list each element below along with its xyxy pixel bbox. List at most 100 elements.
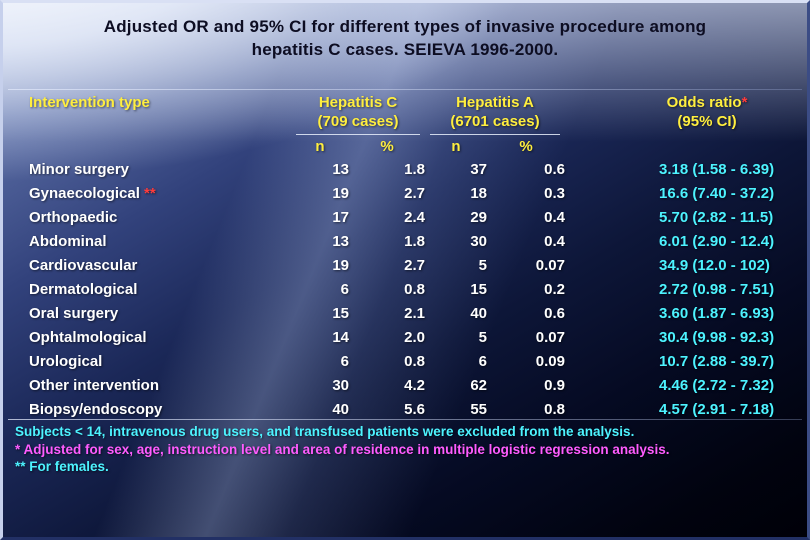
table-header: Intervention type Hepatitis C (709 cases…	[29, 93, 791, 135]
hep-a-pct-value: 0.6	[544, 161, 565, 178]
slide-title: Adjusted OR and 95% CI for different typ…	[3, 15, 807, 61]
footnote-adjustment: * Adjusted for sex, age, instruction lev…	[15, 441, 670, 457]
table-row: Orthopaedic 17 2.4 29 0.4 5.70 (2.82 - 1…	[29, 206, 791, 230]
hepatitis-a-name: Hepatitis A	[456, 94, 534, 111]
hep-a-n-value: 62	[470, 377, 487, 394]
hep-c-n-value: 19	[332, 257, 349, 274]
hep-a-pct-value: 0.8	[544, 401, 565, 418]
odds-ratio-header: Odds ratio* (95% CI)	[565, 93, 791, 135]
hep-a-pct-value: 0.4	[544, 233, 565, 250]
notes-divider	[8, 419, 802, 420]
footnotes: Subjects < 14, intravenous drug users, a…	[15, 423, 799, 476]
hep-a-n-value: 15	[470, 281, 487, 298]
intervention-label: Gynaecological **	[29, 185, 156, 202]
table-body: Minor surgery 13 1.8 37 0.6 3.18 (1.58 -…	[29, 158, 791, 422]
hepatitis-a-header: Hepatitis A (6701 cases)	[430, 93, 560, 135]
odds-ratio-value: 2.72 (0.98 - 7.51)	[659, 281, 775, 298]
hep-a-pct-value: 0.6	[544, 305, 565, 322]
percent-column-header: %	[380, 138, 394, 155]
hep-a-pct-value: 0.3	[544, 185, 565, 202]
hepatitis-a-cases: (6701 cases)	[450, 113, 540, 130]
odds-ratio-value: 4.46 (2.72 - 7.32)	[659, 377, 775, 394]
hep-c-n-value: 13	[332, 233, 349, 250]
odds-ratio-value: 4.57 (2.91 - 7.18)	[659, 401, 775, 418]
hep-a-n-value: 5	[478, 257, 487, 274]
odds-ratio-value: 3.18 (1.58 - 6.39)	[659, 161, 775, 178]
hepatitis-c-name: Hepatitis C	[318, 94, 398, 111]
hep-a-pct-value: 0.07	[535, 257, 565, 274]
females-flag: **	[139, 185, 156, 202]
intervention-label: Cardiovascular	[29, 257, 138, 274]
hep-c-n-value: 17	[332, 209, 349, 226]
hep-c-pct-value: 5.6	[404, 401, 425, 418]
hep-c-n-value: 14	[332, 329, 349, 346]
hep-c-pct-value: 2.1	[404, 305, 425, 322]
n-column-header: n	[451, 138, 461, 155]
table-row: Urological 6 0.8 6 0.09 10.7 (2.88 - 39.…	[29, 350, 791, 374]
table-row: Minor surgery 13 1.8 37 0.6 3.18 (1.58 -…	[29, 158, 791, 182]
hep-a-pct-value: 0.09	[535, 353, 565, 370]
odds-ratio-value: 16.6 (7.40 - 37.2)	[659, 185, 775, 202]
table-row: Biopsy/endoscopy 40 5.6 55 0.8 4.57 (2.9…	[29, 398, 791, 422]
table-row: Other intervention 30 4.2 62 0.9 4.46 (2…	[29, 374, 791, 398]
hep-a-n-value: 29	[470, 209, 487, 226]
hepatitis-c-header: Hepatitis C (709 cases)	[296, 93, 420, 135]
hep-c-pct-value: 2.7	[404, 257, 425, 274]
hep-c-pct-value: 4.2	[404, 377, 425, 394]
hep-c-pct-value: 2.4	[404, 209, 425, 226]
table-row: Gynaecological ** 19 2.7 18 0.3 16.6 (7.…	[29, 182, 791, 206]
hep-c-pct-value: 1.8	[404, 233, 425, 250]
intervention-label: Minor surgery	[29, 161, 130, 178]
hep-a-n-value: 37	[470, 161, 487, 178]
intervention-label: Dermatological	[29, 281, 138, 298]
table-row: Oral surgery 15 2.1 40 0.6 3.60 (1.87 - …	[29, 302, 791, 326]
hep-c-pct-value: 2.7	[404, 185, 425, 202]
intervention-label: Oral surgery	[29, 305, 119, 322]
hep-c-n-value: 15	[332, 305, 349, 322]
intervention-label: Biopsy/endoscopy	[29, 401, 163, 418]
table-row: Dermatological 6 0.8 15 0.2 2.72 (0.98 -…	[29, 278, 791, 302]
footnote-exclusions: Subjects < 14, intravenous drug users, a…	[15, 424, 635, 439]
odds-ratio-value: 30.4 (9.98 - 92.3)	[659, 329, 775, 346]
hep-c-pct-value: 1.8	[404, 161, 425, 178]
hep-c-pct-value: 0.8	[404, 353, 425, 370]
intervention-label: Ophtalmological	[29, 329, 147, 346]
n-column-header: n	[315, 138, 325, 155]
hep-c-n-value: 30	[332, 377, 349, 394]
hep-c-n-value: 6	[340, 353, 349, 370]
table-row: Ophtalmological 14 2.0 5 0.07 30.4 (9.98…	[29, 326, 791, 350]
title-divider	[8, 89, 802, 90]
hep-a-pct-value: 0.4	[544, 209, 565, 226]
hep-a-n-value: 55	[470, 401, 487, 418]
odds-ratio-value: 6.01 (2.90 - 12.4)	[659, 233, 775, 250]
table-row: Cardiovascular 19 2.7 5 0.07 34.9 (12.0 …	[29, 254, 791, 278]
footnote-females: ** For females.	[15, 459, 109, 474]
hep-c-n-value: 40	[332, 401, 349, 418]
hep-a-n-value: 6	[478, 353, 487, 370]
hep-c-pct-value: 0.8	[404, 281, 425, 298]
hep-a-n-value: 30	[470, 233, 487, 250]
intervention-label: Orthopaedic	[29, 209, 118, 226]
odds-ratio-value: 10.7 (2.88 - 39.7)	[659, 353, 775, 370]
percent-column-header: %	[519, 138, 533, 155]
hepatitis-c-cases: (709 cases)	[317, 113, 399, 130]
hep-a-pct-value: 0.2	[544, 281, 565, 298]
odds-ratio-value: 5.70 (2.82 - 11.5)	[659, 209, 774, 226]
odds-ratio-name: Odds ratio	[666, 94, 742, 111]
intervention-label: Urological	[29, 353, 103, 370]
hep-c-n-value: 19	[332, 185, 349, 202]
odds-ratio-value: 34.9 (12.0 - 102)	[659, 257, 770, 274]
hep-a-pct-value: 0.9	[544, 377, 565, 394]
intervention-label: Other intervention	[29, 377, 160, 394]
hep-a-n-value: 18	[470, 185, 487, 202]
hep-c-pct-value: 2.0	[404, 329, 425, 346]
asterisk-marker: *	[741, 94, 748, 111]
hep-c-n-value: 6	[340, 281, 349, 298]
hep-a-n-value: 5	[478, 329, 487, 346]
intervention-label: Abdominal	[29, 233, 107, 250]
odds-ratio-value: 3.60 (1.87 - 6.93)	[659, 305, 775, 322]
hep-a-n-value: 40	[470, 305, 487, 322]
hep-c-n-value: 13	[332, 161, 349, 178]
table-row: Abdominal 13 1.8 30 0.4 6.01 (2.90 - 12.…	[29, 230, 791, 254]
title-line-1: Adjusted OR and 95% CI for different typ…	[103, 17, 707, 36]
